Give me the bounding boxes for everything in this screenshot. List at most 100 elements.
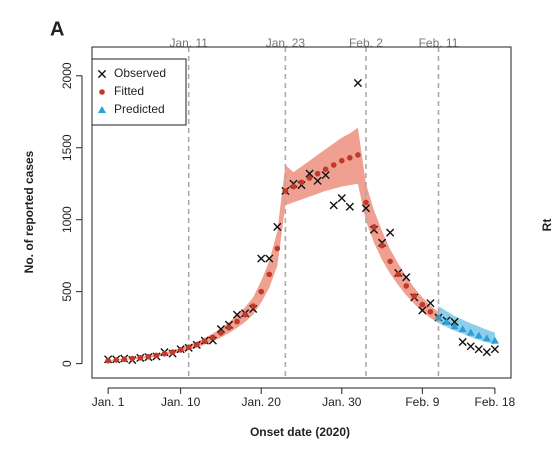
- observed-marker: [265, 254, 274, 263]
- fitted-marker: [226, 324, 232, 331]
- fitted-marker: [419, 301, 426, 308]
- fitted-marker: [153, 352, 160, 359]
- observed-marker: [313, 176, 322, 185]
- fitted-marker: [121, 356, 128, 363]
- fitted-marker: [403, 283, 410, 289]
- fitted-marker: [387, 258, 393, 265]
- reference-label: Feb. 2: [349, 36, 383, 50]
- fitted-marker: [185, 344, 192, 351]
- observed-marker: [321, 170, 330, 180]
- y-tick-label: 500: [60, 281, 74, 301]
- y-tick-label: 0: [60, 360, 74, 367]
- x-tick-label: Feb. 18: [475, 395, 516, 409]
- observed-marker: [305, 169, 314, 178]
- observed-marker: [345, 202, 354, 211]
- reference-label: Jan. 23: [266, 36, 306, 50]
- x-tick-label: Feb. 9: [405, 395, 439, 409]
- fitted-marker: [338, 157, 345, 164]
- fitted-marker: [427, 309, 434, 315]
- legend-label: Predicted: [114, 102, 165, 116]
- predicted-marker: [474, 331, 483, 339]
- observed-marker: [426, 299, 435, 308]
- plot-frame: [91, 46, 512, 379]
- observed-marker: [216, 324, 226, 334]
- y-tick-label: 1000: [60, 206, 74, 233]
- x-axis-label: Onset date (2020): [250, 425, 350, 439]
- fitted-marker: [266, 271, 273, 278]
- fitted-marker: [258, 288, 265, 295]
- fitted-marker: [105, 357, 111, 364]
- fitted-marker: [274, 245, 281, 252]
- fitted-marker: [322, 166, 329, 173]
- fitted-marker: [298, 179, 305, 186]
- observed-marker: [337, 194, 346, 203]
- observed-marker: [257, 254, 266, 263]
- legend: Observed Fitted Predicted: [91, 58, 187, 126]
- observed-marker: [490, 345, 499, 354]
- x-tick-label: Jan. 20: [242, 395, 282, 409]
- legend-marker: [97, 69, 107, 79]
- fitted-marker: [330, 162, 337, 168]
- observed-marker: [273, 222, 282, 231]
- legend-marker: [99, 89, 105, 95]
- observed-marker: [482, 348, 491, 357]
- predicted-marker: [458, 325, 467, 333]
- observed-marker: [466, 342, 475, 351]
- fitted-marker: [169, 349, 176, 355]
- reference-label: Feb. 11: [419, 36, 459, 50]
- observed-marker: [402, 273, 411, 282]
- observed-marker: [458, 337, 467, 347]
- legend-label: Fitted: [114, 84, 144, 98]
- confidence-band: [438, 306, 495, 345]
- legend-marker: [98, 106, 106, 113]
- predicted-marker: [442, 317, 451, 325]
- observed-marker: [474, 345, 483, 354]
- fitted-marker: [129, 355, 136, 362]
- predicted-marker: [490, 336, 499, 344]
- observed-marker: [353, 78, 362, 88]
- observed-marker: [329, 201, 338, 210]
- fitted-marker: [242, 311, 248, 318]
- x-tick-label: Jan. 10: [161, 395, 201, 409]
- fitted-marker: [202, 338, 208, 345]
- fitted-marker: [306, 175, 313, 181]
- fitted-marker: [314, 170, 321, 177]
- fitted-marker: [371, 224, 377, 230]
- legend-label: Observed: [114, 66, 166, 80]
- side-label: Rt: [540, 219, 554, 232]
- observed-marker: [232, 310, 242, 319]
- y-tick-label: 2000: [60, 62, 74, 89]
- fitted-marker: [161, 351, 168, 357]
- fitted-marker: [347, 155, 353, 161]
- legend-box: [91, 58, 187, 126]
- predicted-marker: [466, 328, 475, 336]
- predicted-marker: [450, 322, 459, 330]
- fitted-marker: [145, 353, 152, 360]
- fitted-marker: [395, 271, 401, 278]
- fitted-marker: [411, 293, 418, 299]
- confidence-band: [108, 127, 439, 362]
- fitted-marker: [193, 341, 200, 348]
- predicted-marker: [482, 334, 491, 342]
- fitted-marker: [177, 347, 184, 353]
- y-axis-label: No. of reported cases: [22, 150, 36, 273]
- predicted-marker: [434, 313, 443, 321]
- x-tick-label: Jan. 30: [322, 395, 362, 409]
- fitted-marker: [363, 199, 369, 206]
- panel-label: A: [50, 18, 64, 40]
- fitted-marker: [282, 188, 289, 194]
- x-tick-label: Jan. 1: [92, 395, 125, 409]
- fitted-marker: [250, 303, 256, 309]
- fitted-marker: [137, 355, 144, 361]
- y-tick-label: 1500: [60, 134, 74, 161]
- observed-marker: [386, 228, 395, 237]
- observed-marker: [418, 306, 427, 315]
- fitted-marker: [234, 318, 240, 325]
- fitted-marker: [290, 183, 297, 190]
- fitted-marker: [113, 357, 119, 363]
- fitted-marker: [210, 334, 216, 341]
- fitted-marker: [218, 330, 224, 336]
- fitted-marker: [355, 152, 361, 158]
- reference-label: Jan. 11: [169, 36, 208, 50]
